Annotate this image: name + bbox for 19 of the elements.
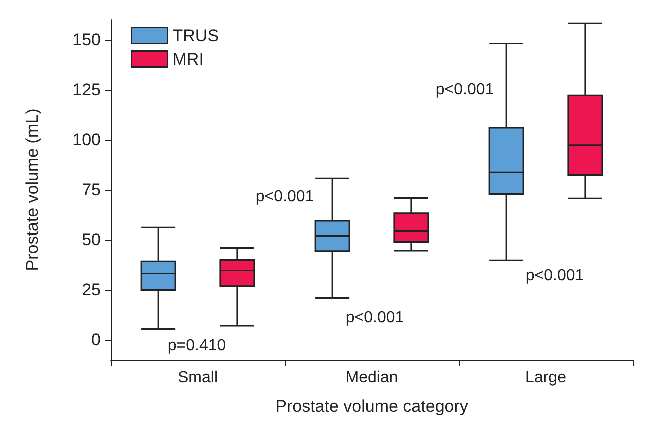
x-tick-label: Median [346, 370, 398, 386]
annotation: p<0.001 [526, 268, 584, 284]
annotation: p=0.410 [168, 338, 226, 354]
y-tick-label: 0 [92, 330, 101, 350]
annotation: p<0.001 [436, 82, 494, 98]
x-tick-label: Large [526, 370, 567, 386]
y-tick-label: 125 [72, 80, 101, 100]
y-tick-label: 75 [82, 180, 101, 200]
annotation: p<0.001 [346, 310, 404, 326]
y-tick-label: 25 [82, 280, 101, 300]
x-axis-title: Prostate volume category [276, 397, 469, 416]
legend-label: TRUS [172, 26, 220, 46]
y-axis-title: Prostate volume (mL) [23, 108, 42, 272]
y-tick-label: 100 [72, 130, 101, 150]
y-tick-label: 150 [72, 30, 101, 50]
legend-label: MRI [172, 50, 204, 69]
x-tick-label: Small [178, 370, 218, 386]
y-tick-label: 50 [82, 230, 101, 250]
annotation: p<0.001 [256, 188, 314, 206]
